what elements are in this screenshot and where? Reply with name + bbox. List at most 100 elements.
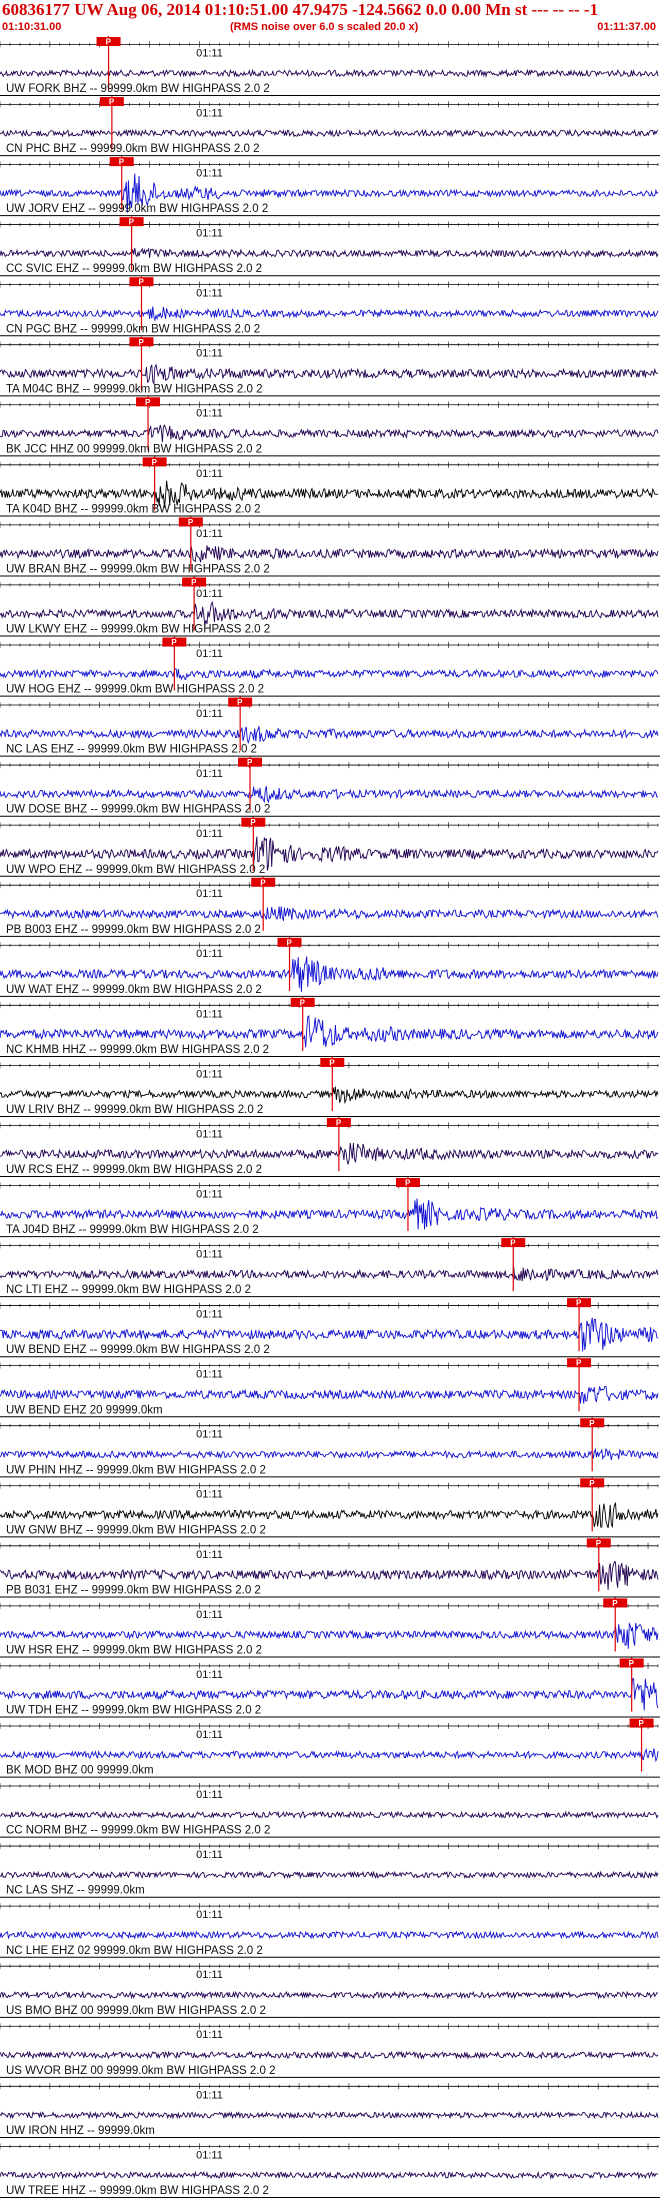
pick-box	[99, 97, 124, 107]
station-label: UW WPO EHZ -- 99999.0km BW HIGHPASS 2.0 …	[6, 864, 265, 876]
waveform	[0, 1930, 659, 1940]
time-ticks	[0, 762, 659, 769]
plot-header: 60836177 UW Aug 06, 2014 01:10:51.00 47.…	[0, 0, 660, 36]
station-label: UW JORV EHZ -- 99999.0km BW HIGHPASS 2.0…	[6, 203, 268, 215]
trace-9: 01:11P UW BRAN BHZ -- 99999.0km BW HIGHPA…	[0, 516, 660, 577]
pick-label: P	[171, 638, 177, 647]
trace-1: 01:11 P UW FORK BHZ -- 99999.0km BW HIGHPA…	[0, 36, 660, 97]
scaling-note: (RMS noise over 6.0 s scaled 20.0 x)	[230, 21, 419, 33]
trace-33: 01:11 US BMO BHZ 00 99999.0km BW HIGHPASS…	[0, 1963, 660, 2018]
waveform	[0, 836, 659, 871]
waveform	[0, 480, 658, 508]
trace-32: 01:11 NC LHE EHZ 02 99999.0km BW HIGHPASS…	[0, 1903, 660, 1958]
waveform	[0, 1560, 659, 1590]
pick-box	[586, 1538, 611, 1548]
station-label: NC KHMB HHZ -- 99999.0km BW HIGHPASS 2.0…	[6, 1044, 269, 1056]
minute-label: 01:11	[196, 107, 223, 119]
station-label: TA J04D BHZ -- 99999.0km BW HIGHPASS 2.0…	[6, 1224, 259, 1236]
time-ticks	[0, 1002, 659, 1009]
trace-31: 01:11 NC LAS SHZ -- 99999.0km	[0, 1843, 660, 1898]
pick-label: P	[405, 1179, 411, 1188]
station-label: UW BEND EHZ 20 99999.0km	[6, 1404, 163, 1416]
pick-label: P	[109, 98, 115, 107]
pick-box	[251, 877, 276, 887]
pick-label: P	[188, 518, 194, 527]
station-label: UW BRAN BHZ -- 99999.0km BW HIGHPASS 2.0…	[6, 564, 270, 576]
trace-16: 01:11 P UW WAT EHZ -- 99999.0km BW HIGHPAS…	[0, 936, 660, 997]
pick-label: P	[336, 1119, 342, 1128]
station-label: UW GNW BHZ -- 99999.0km BW HIGHPASS 2.0 …	[6, 1524, 266, 1536]
trace-27: 01:11 P UW HSR EHZ -- 99999.0km BW HIGHPAS…	[0, 1597, 660, 1658]
time-ticks	[0, 641, 659, 648]
trace-36: 01:11 UW TREE HHZ -- 99999.0km BW HIGHPAS…	[0, 2143, 660, 2198]
minute-label: 01:11	[196, 1969, 223, 1981]
trace-26: 01:11 P PB B031 EHZ -- 99999.0km BW HIGHPA…	[0, 1537, 660, 1598]
minute-label: 01:11	[196, 468, 223, 480]
pick-label: P	[329, 1058, 335, 1067]
minute-label: 01:11	[196, 1849, 223, 1861]
pick-box	[238, 757, 263, 767]
minute-label: 01:11	[196, 1249, 223, 1261]
time-ticks	[0, 1362, 659, 1369]
station-label: UW DOSE BHZ -- 99999.0km BW HIGHPASS 2.0…	[6, 804, 270, 816]
time-ticks	[0, 1903, 659, 1910]
time-ticks	[0, 581, 659, 588]
station-label: CN PGC BHZ -- 99999.0km BW HIGHPASS 2.0 …	[6, 323, 260, 335]
trace-23: 01:11 P UW BEND EHZ 20 99999.0km	[0, 1357, 660, 1418]
pick-box	[580, 1418, 605, 1428]
minute-label: 01:11	[196, 47, 223, 59]
trace-29: 01:11 P BK MOD BHZ 00 99999.0km	[0, 1717, 660, 1778]
station-label: UW BEND EHZ -- 99999.0km BW HIGHPASS 2.0…	[6, 1344, 270, 1356]
station-label: NC LHE EHZ 02 99999.0km BW HIGHPASS 2.0 …	[6, 1945, 263, 1957]
pick-label: P	[191, 578, 197, 587]
pick-label: P	[639, 1719, 645, 1728]
station-label: CN PHC BHZ -- 99999.0km BW HIGHPASS 2.0 …	[6, 143, 260, 155]
trace-19: 01:11 P UW RCS EHZ -- 99999.0km BW HIGHPAS…	[0, 1117, 660, 1178]
waveform	[0, 786, 659, 804]
station-label: UW WAT EHZ -- 99999.0km BW HIGHPASS 2.0 …	[6, 984, 262, 996]
pick-box	[619, 1658, 644, 1668]
pick-label: P	[138, 338, 144, 347]
trace-20: 01:11 P TA J04D BHZ -- 99999.0km BW HIGHPA…	[0, 1177, 660, 1238]
minute-label: 01:11	[196, 888, 223, 900]
pick-box	[119, 217, 144, 227]
trace-25: 01:11 P UW GNW BHZ -- 99999.0km BW HIGHPAS…	[0, 1477, 660, 1538]
station-label: PB B003 EHZ -- 99999.0km BW HIGHPASS 2.0…	[6, 924, 261, 936]
pick-box	[96, 37, 121, 46]
minute-label: 01:11	[196, 1489, 223, 1501]
trace-15: 01:11 P PB B003 EHZ -- 99999.0km BW HIGHPA…	[0, 876, 660, 937]
station-label: NC LAS SHZ -- 99999.0km	[6, 1885, 145, 1897]
waveform	[0, 363, 659, 386]
station-label: NC LAS EHZ -- 99999.0km BW HIGHPASS 2.0 …	[6, 744, 257, 756]
minute-label: 01:11	[196, 1729, 223, 1741]
trace-12: 01:11 P NC LAS EHZ -- 99999.0km BW HIGHPAS…	[0, 696, 660, 757]
time-ticks	[0, 341, 659, 348]
pick-box	[129, 337, 154, 347]
time-ticks	[0, 1963, 659, 1970]
pick-box	[241, 817, 266, 827]
waveform	[0, 1317, 659, 1352]
station-label: UW TREE HHZ -- 99999.0km BW HIGHPASS 2.0…	[6, 2185, 269, 2197]
minute-label: 01:11	[196, 1008, 223, 1020]
time-ticks	[0, 1302, 659, 1309]
minute-label: 01:11	[196, 348, 223, 360]
trace-4: 01:11 P CC SVIC EHZ -- 99999.0km BW HIGHPA…	[0, 216, 660, 277]
minute-label: 01:11	[196, 408, 223, 420]
minute-label: 01:11	[196, 228, 223, 240]
time-ticks	[0, 702, 659, 709]
time-ticks	[0, 882, 659, 889]
minute-label: 01:11	[196, 1909, 223, 1921]
event-title: 60836177 UW Aug 06, 2014 01:10:51.00 47.…	[2, 0, 599, 19]
time-ticks	[0, 942, 659, 949]
minute-label: 01:11	[196, 1609, 223, 1621]
pick-box	[629, 1718, 654, 1728]
station-label: US BMO BHZ 00 99999.0km BW HIGHPASS 2.0 …	[6, 2005, 266, 2017]
minute-label: 01:11	[196, 1309, 223, 1321]
time-ticks	[0, 1783, 659, 1790]
pick-label: P	[119, 158, 125, 167]
trace-24: 01:11 P UW PHIN HHZ -- 99999.0km BW HIGHPA…	[0, 1417, 660, 1478]
minute-label: 01:11	[196, 648, 223, 660]
minute-label: 01:11	[196, 1068, 223, 1080]
station-label: NC LTI EHZ -- 99999.0km BW HIGHPASS 2.0 …	[6, 1284, 251, 1296]
